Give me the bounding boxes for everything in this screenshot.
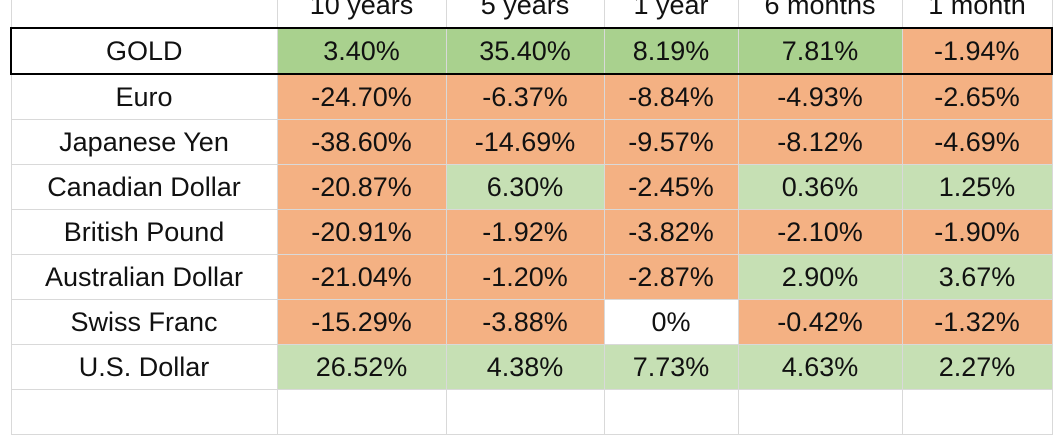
value-cell[interactable]: 0% [603,299,739,345]
value-cell[interactable]: -21.04% [276,254,447,300]
value-cell[interactable]: -1.94% [901,27,1053,75]
row-label[interactable]: Euro [10,73,278,120]
column-header[interactable]: 1 month [901,0,1053,29]
value-cell[interactable]: -8.84% [603,73,739,120]
table-row: Australian Dollar -21.04% -1.20% -2.87% … [10,254,1053,300]
row-label[interactable]: Australian Dollar [10,254,278,300]
value-cell[interactable]: -9.57% [603,119,739,165]
value-cell[interactable]: 1.25% [901,164,1053,210]
value-cell[interactable]: 26.52% [276,344,447,390]
value-cell[interactable]: -15.29% [276,299,447,345]
returns-table: 10 years 5 years 1 year 6 months 1 month… [10,0,1053,435]
value-cell[interactable]: -3.88% [445,299,605,345]
value-cell[interactable]: 3.67% [901,254,1053,300]
value-cell[interactable]: 35.40% [445,27,605,75]
value-cell[interactable]: -14.69% [445,119,605,165]
column-header[interactable]: 10 years [276,0,447,29]
value-cell[interactable]: 8.19% [603,27,739,75]
value-cell[interactable]: -2.65% [901,73,1053,120]
value-cell[interactable]: -8.12% [737,119,903,165]
value-cell[interactable]: 2.90% [737,254,903,300]
empty-cell[interactable] [737,389,903,435]
table-row: U.S. Dollar 26.52% 4.38% 7.73% 4.63% 2.2… [10,344,1053,390]
value-cell[interactable]: -0.42% [737,299,903,345]
row-label[interactable]: U.S. Dollar [10,344,278,390]
column-header[interactable]: 6 months [737,0,903,29]
value-cell[interactable]: 6.30% [445,164,605,210]
value-cell[interactable]: 3.40% [276,27,447,75]
column-header[interactable]: 1 year [603,0,739,29]
table-row: GOLD 3.40% 35.40% 8.19% 7.81% -1.94% [10,27,1053,75]
column-header[interactable]: 5 years [445,0,605,29]
table-row: Swiss Franc -15.29% -3.88% 0% -0.42% -1.… [10,299,1053,345]
row-label[interactable]: Japanese Yen [10,119,278,165]
value-cell[interactable]: -1.20% [445,254,605,300]
value-cell[interactable]: -20.87% [276,164,447,210]
row-label[interactable]: Swiss Franc [10,299,278,345]
corner-cell [10,0,278,29]
value-cell[interactable]: -2.45% [603,164,739,210]
header-row: 10 years 5 years 1 year 6 months 1 month [10,0,1053,29]
table-row: British Pound -20.91% -1.92% -3.82% -2.1… [10,209,1053,255]
row-label[interactable]: GOLD [10,27,278,75]
value-cell[interactable]: -4.69% [901,119,1053,165]
value-cell[interactable]: 4.63% [737,344,903,390]
row-label[interactable]: British Pound [10,209,278,255]
value-cell[interactable]: 2.27% [901,344,1053,390]
value-cell[interactable]: -20.91% [276,209,447,255]
empty-cell[interactable] [276,389,447,435]
empty-row [10,389,1053,435]
row-label[interactable]: Canadian Dollar [10,164,278,210]
table-row: Japanese Yen -38.60% -14.69% -9.57% -8.1… [10,119,1053,165]
table-row: Canadian Dollar -20.87% 6.30% -2.45% 0.3… [10,164,1053,210]
value-cell[interactable]: -4.93% [737,73,903,120]
table-row: Euro -24.70% -6.37% -8.84% -4.93% -2.65% [10,73,1053,120]
value-cell[interactable]: -1.32% [901,299,1053,345]
value-cell[interactable]: 0.36% [737,164,903,210]
empty-cell[interactable] [901,389,1053,435]
value-cell[interactable]: -1.90% [901,209,1053,255]
value-cell[interactable]: -2.10% [737,209,903,255]
value-cell[interactable]: -38.60% [276,119,447,165]
value-cell[interactable]: -3.82% [603,209,739,255]
value-cell[interactable]: 7.73% [603,344,739,390]
empty-cell[interactable] [445,389,605,435]
value-cell[interactable]: -24.70% [276,73,447,120]
empty-cell[interactable] [10,389,278,435]
value-cell[interactable]: -6.37% [445,73,605,120]
value-cell[interactable]: 4.38% [445,344,605,390]
empty-cell[interactable] [603,389,739,435]
value-cell[interactable]: -2.87% [603,254,739,300]
value-cell[interactable]: 7.81% [737,27,903,75]
value-cell[interactable]: -1.92% [445,209,605,255]
